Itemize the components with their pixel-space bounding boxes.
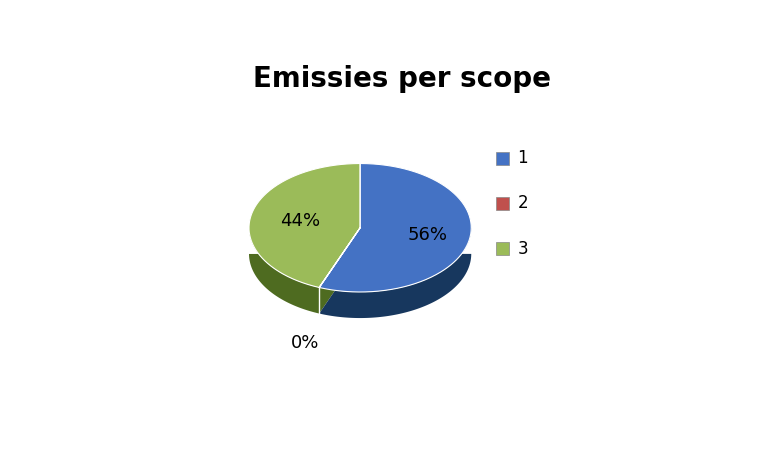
FancyBboxPatch shape — [495, 242, 509, 255]
Polygon shape — [319, 254, 360, 313]
FancyBboxPatch shape — [495, 197, 509, 210]
Text: Emissies per scope: Emissies per scope — [252, 64, 551, 92]
Polygon shape — [249, 228, 360, 313]
Text: 56%: 56% — [408, 226, 448, 244]
Polygon shape — [319, 228, 471, 318]
Polygon shape — [319, 164, 471, 292]
Text: 2: 2 — [517, 194, 528, 212]
Polygon shape — [319, 228, 360, 287]
FancyBboxPatch shape — [495, 152, 509, 165]
Text: 1: 1 — [517, 149, 528, 167]
Text: 44%: 44% — [280, 212, 320, 230]
Polygon shape — [249, 164, 360, 287]
Text: 3: 3 — [517, 239, 528, 258]
Text: 0%: 0% — [291, 335, 319, 352]
